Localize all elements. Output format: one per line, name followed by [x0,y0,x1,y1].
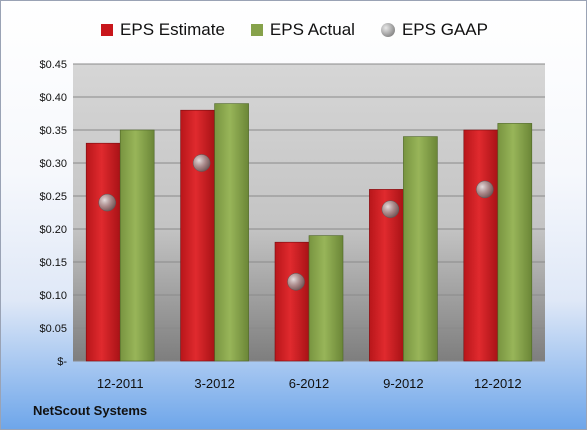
legend-swatch-red [101,24,114,36]
bar-eps-estimate [274,241,310,362]
y-axis-ticks: $- $0.05 $0.10 $0.15 $0.20 $0.25 $0.30 $0.35 $0.… [39,59,67,368]
point-eps-gaap [287,273,305,291]
y-tick-label: $0.30 [39,158,67,170]
y-tick-label: $- [57,356,67,368]
x-tick-label: 12-2011 [97,376,144,391]
bar-eps-estimate [180,109,215,362]
bar-eps-actual [497,123,533,362]
y-tick-label: $0.05 [39,323,67,335]
y-tick-label: $0.45 [39,59,67,71]
legend-item-eps-actual: EPS Actual [250,20,355,40]
legend-item-eps-gaap: EPS GAAP [380,20,488,40]
point-eps-gaap [98,193,116,212]
point-eps-gaap [192,154,211,172]
y-tick-label: $0.35 [39,125,67,137]
bars [85,103,533,362]
y-tick-label: $0.15 [39,257,67,269]
legend-label: EPS GAAP [401,20,488,39]
x-tick-label: 3-2012 [194,376,234,391]
legend: EPS Estimate EPS Actual EPS GAAP [1,18,587,42]
legend-swatch-green [250,24,263,36]
x-tick-label: 12-2012 [474,376,522,391]
bar-eps-actual [214,103,249,362]
legend-label: EPS Actual [269,20,355,39]
x-tick-label: 6-2012 [289,376,329,391]
x-tick-label: 9-2012 [383,376,423,391]
y-tick-label: $0.20 [39,224,67,236]
company-label: NetScout Systems [33,403,148,418]
x-axis-ticks: 12-2011 3-2012 6-2012 9-2012 12-2012 [97,376,522,391]
legend-item-eps-estimate: EPS Estimate [101,20,225,40]
point-eps-gaap [476,180,494,199]
bar-eps-actual [403,136,438,362]
bar-eps-actual [308,235,344,362]
bar-eps-actual [119,129,155,362]
gaap-points [98,154,494,291]
bar-eps-estimate [463,129,499,362]
point-eps-gaap [381,200,400,218]
y-tick-label: $0.40 [39,92,67,104]
y-tick-label: $0.25 [39,191,67,203]
legend-label: EPS Estimate [120,20,225,39]
bar-eps-estimate [369,189,404,362]
y-tick-label: $0.10 [39,290,67,302]
legend-swatch-ball [380,23,395,37]
bar-eps-estimate [85,142,121,362]
